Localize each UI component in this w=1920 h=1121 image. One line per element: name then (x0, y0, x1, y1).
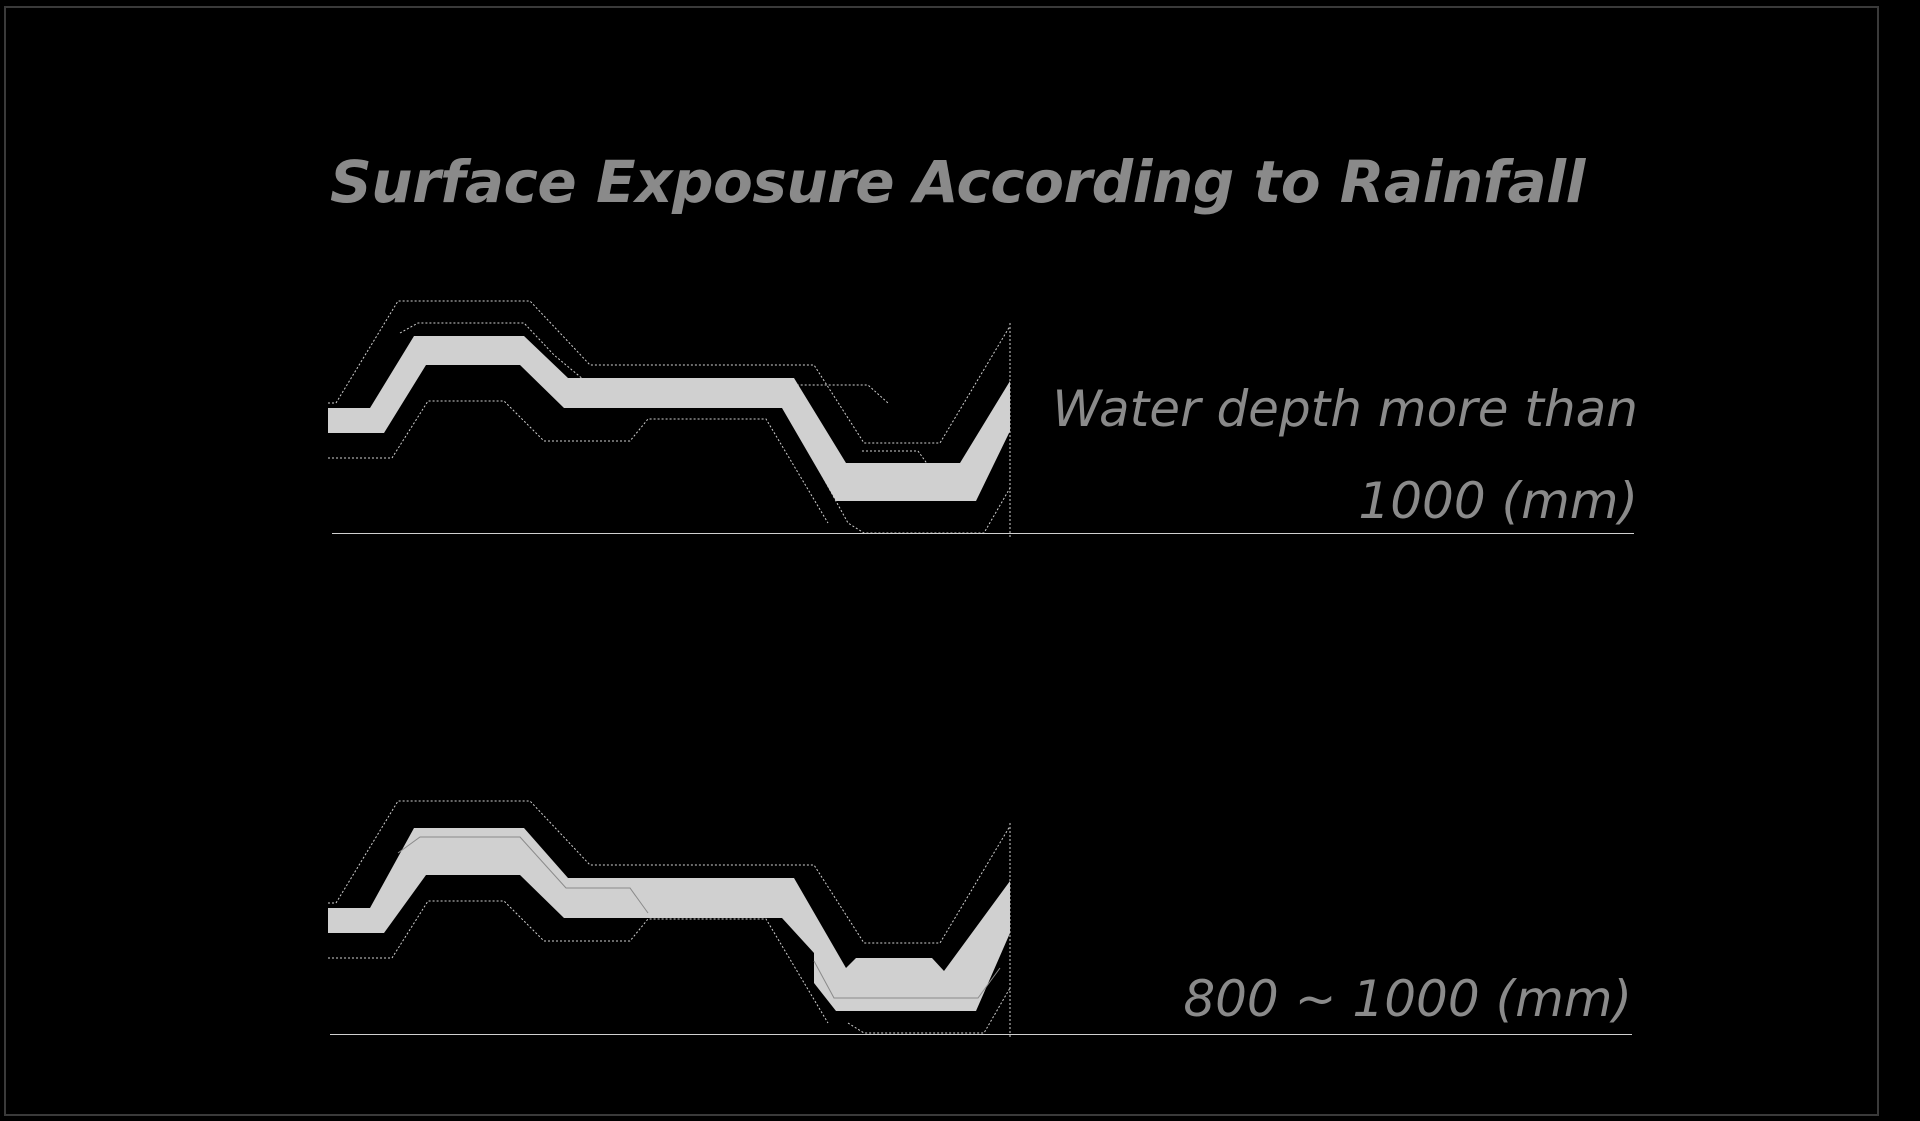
basin-contour-line (847, 987, 1011, 1034)
panel-high-rainfall: Water depth more than 1000 (mm) (328, 293, 1638, 538)
upper-contour-line (328, 300, 1011, 444)
panel-label-2-line2: 800 ~ 1000 (mm) (1183, 970, 1632, 1028)
exposed-surface-band (328, 336, 1010, 501)
diagram-frame: Surface Exposure According to Rainfall W… (4, 6, 1879, 1116)
exposed-surface-band (328, 828, 1010, 1011)
inner-upper-contour-line (399, 322, 889, 404)
lower-contour-line (328, 400, 829, 524)
diagram-title: Surface Exposure According to Rainfall (330, 148, 1585, 216)
lower-contour-line (328, 900, 829, 1024)
basin-surface-outline (813, 960, 1001, 999)
panel-label-1-line1: Water depth more than (1052, 380, 1638, 438)
terrain-section-1 (328, 300, 1011, 538)
panel-baseline-1 (332, 533, 1634, 534)
panel-label-1-line2: 1000 (mm) (1358, 472, 1638, 530)
panel-medium-rainfall: 800 ~ 1000 (mm) (328, 793, 1638, 1038)
panel-baseline-2 (330, 1034, 1632, 1035)
inner-surface-outline (397, 836, 649, 914)
basin-inner-contour-line (862, 450, 929, 466)
terrain-section-2 (328, 800, 1011, 1038)
